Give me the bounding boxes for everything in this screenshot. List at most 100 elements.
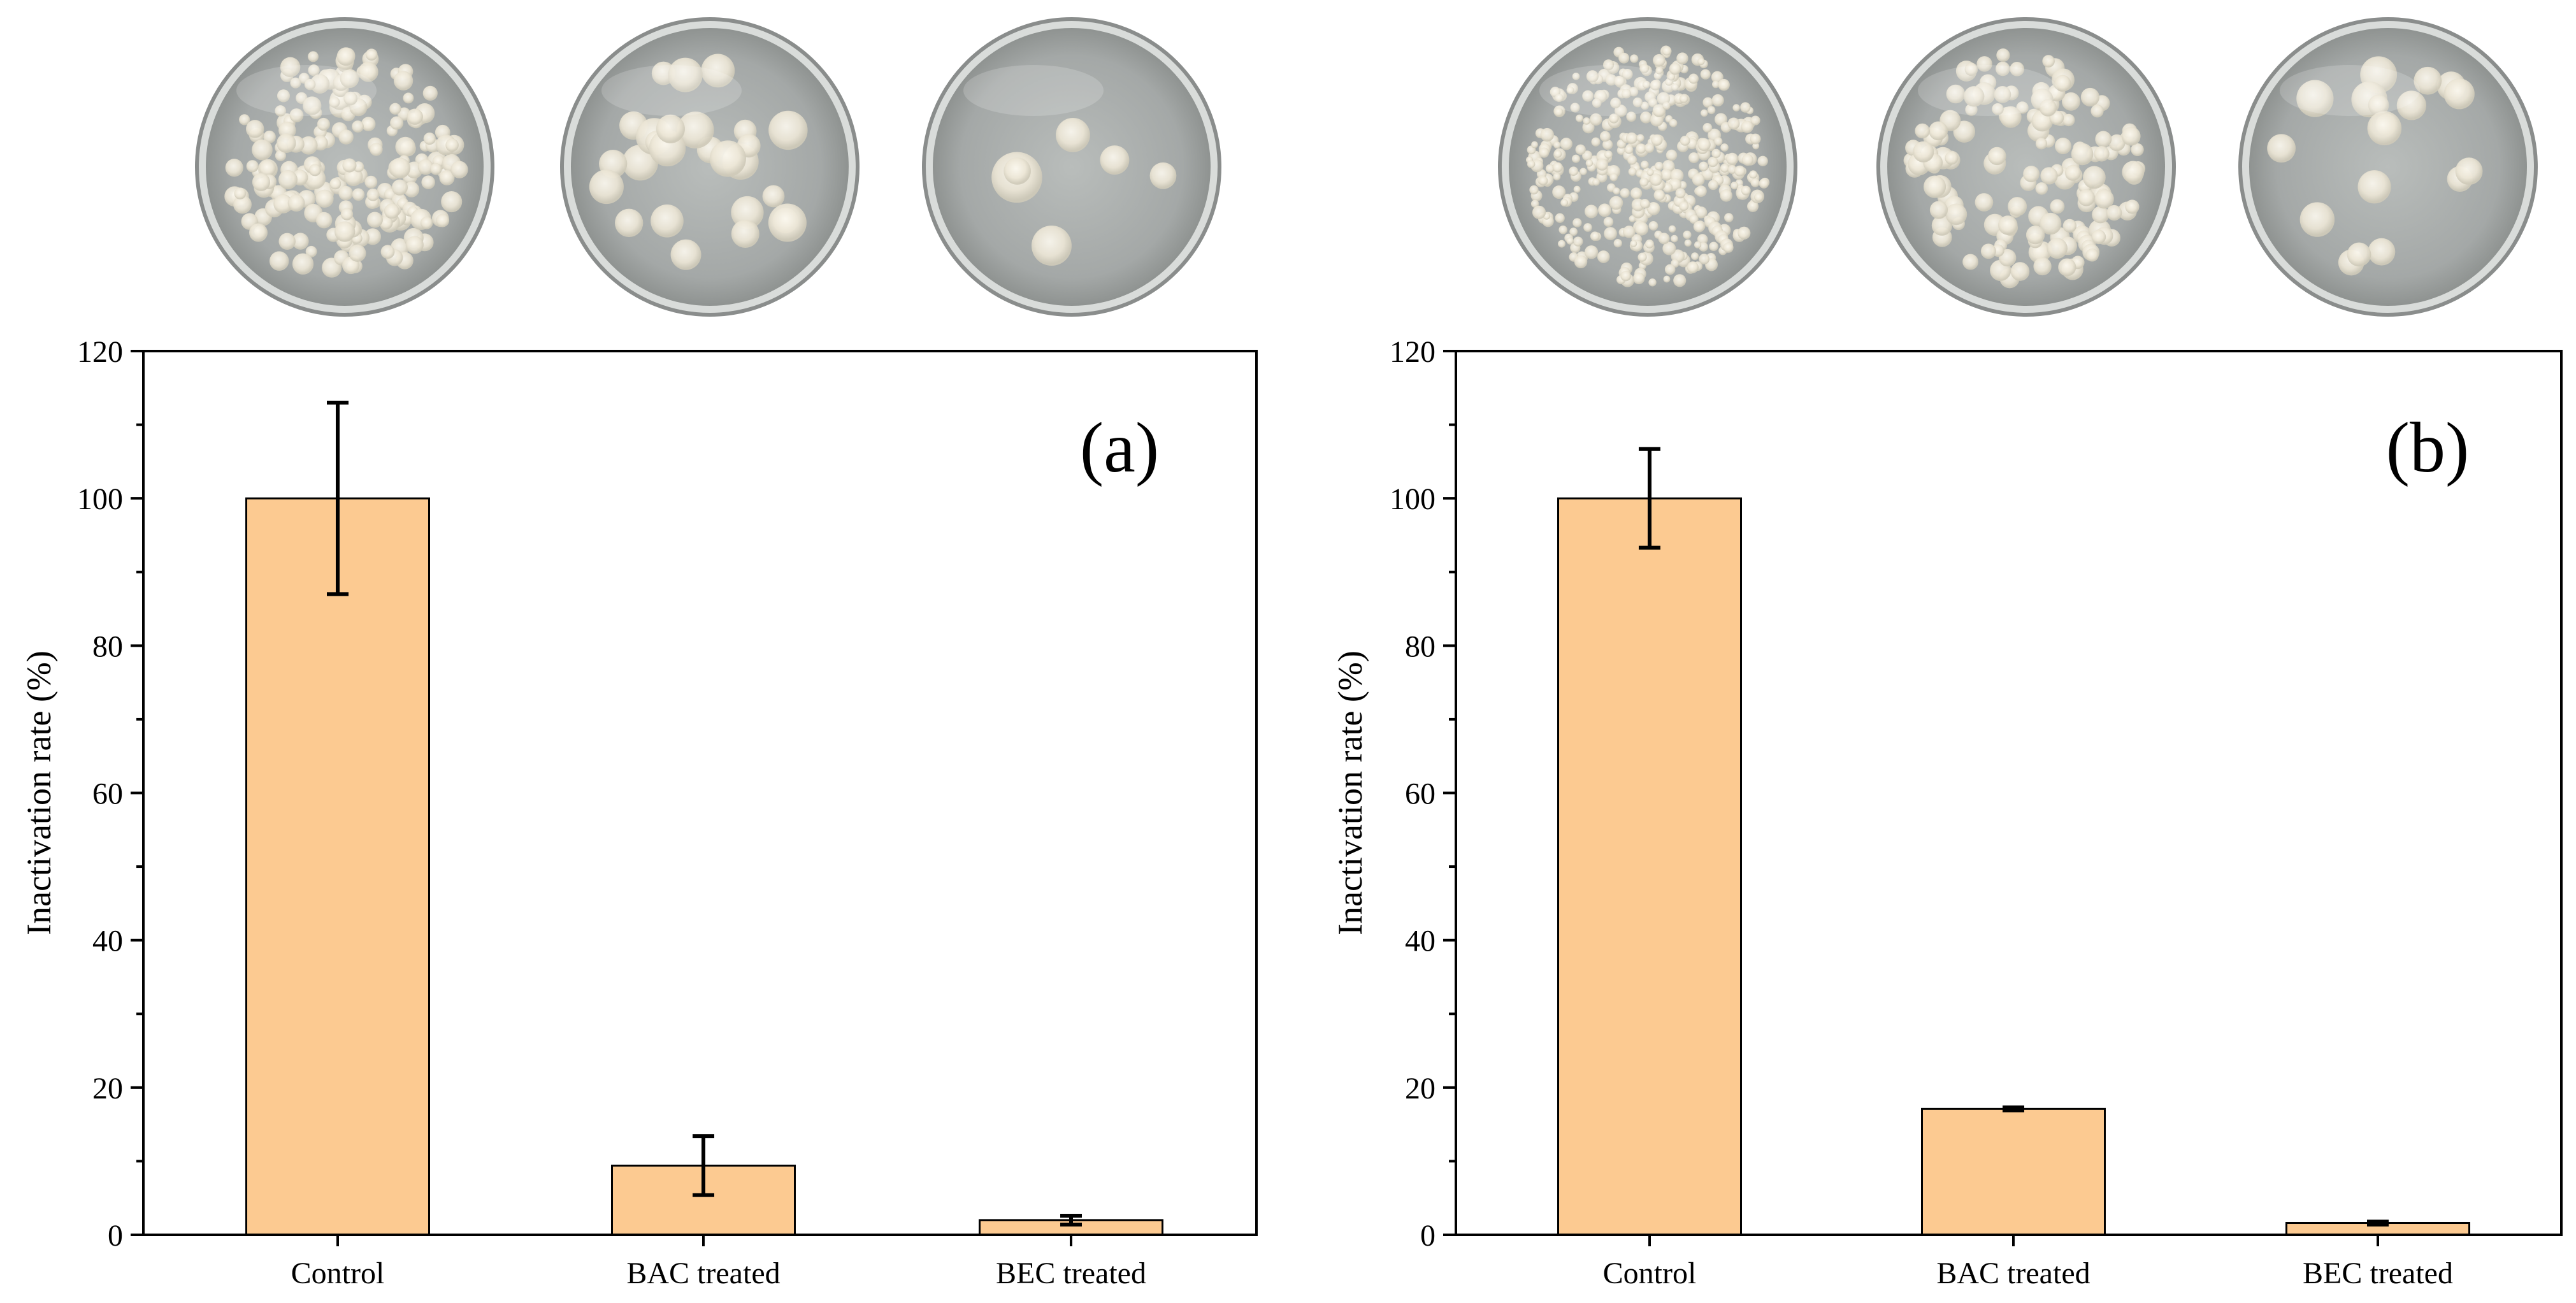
colony (1613, 239, 1622, 248)
colony (1527, 160, 1536, 168)
colony (1662, 101, 1671, 110)
colony (2010, 62, 2025, 76)
colony (365, 48, 378, 61)
colony (1530, 199, 1539, 208)
colony (2035, 182, 2048, 195)
colony (1592, 178, 1600, 186)
x-tick-label: BEC treated (2303, 1256, 2453, 1290)
colony (1571, 154, 1580, 163)
colony (1560, 138, 1572, 150)
error-bar (2367, 1220, 2389, 1227)
plate-agar (933, 28, 1211, 306)
panel-label-b: (b) (2386, 408, 2470, 487)
colony (1759, 178, 1769, 189)
error-bar (2003, 1105, 2024, 1112)
colony (278, 169, 298, 189)
colony (2023, 166, 2040, 183)
colony (2062, 113, 2075, 127)
colony (338, 129, 354, 145)
colony (1632, 272, 1645, 285)
colony (1552, 185, 1566, 199)
colony (1570, 103, 1580, 113)
y-tick-label: 40 (92, 925, 123, 958)
colony (1697, 57, 1705, 66)
colony (1945, 151, 1959, 165)
plate-glare (1539, 65, 1680, 116)
colony (2064, 164, 2082, 181)
colony (1734, 165, 1746, 177)
colony (277, 89, 291, 103)
colony (2080, 87, 2100, 107)
colony (1664, 264, 1676, 275)
colony (370, 143, 383, 156)
colony (2368, 238, 2396, 266)
colony (1609, 113, 1619, 124)
colony (1711, 148, 1721, 159)
colony (1669, 62, 1681, 75)
dense-colonies-plate (195, 17, 494, 317)
colony (1560, 199, 1569, 207)
colony (277, 133, 296, 153)
colony (299, 136, 318, 155)
colony (1720, 189, 1732, 202)
colony (1700, 69, 1711, 80)
plate-glare (2280, 65, 2420, 116)
colony (2091, 229, 2106, 245)
colony (336, 47, 356, 66)
colony (2082, 166, 2106, 189)
colony (1609, 196, 1623, 210)
colony (1575, 114, 1583, 122)
colony (2090, 104, 2104, 118)
colony (290, 77, 301, 89)
colony (1945, 203, 1968, 226)
colony (1720, 143, 1729, 152)
colony (701, 54, 735, 88)
colony (1574, 255, 1588, 269)
colony (1532, 205, 1546, 219)
colony (2071, 143, 2094, 166)
petri-plates-b (1498, 17, 2538, 317)
colony (1598, 203, 1612, 217)
colony (1589, 113, 1602, 126)
colony (259, 160, 276, 177)
colony (1929, 201, 1948, 219)
colony (1709, 241, 1718, 252)
error-bars-b (1639, 447, 2389, 1227)
colony (1636, 143, 1646, 154)
colony (1584, 245, 1599, 259)
colony (1531, 141, 1538, 148)
colony (2078, 189, 2096, 206)
colony (1691, 252, 1699, 261)
colony (1056, 118, 1090, 152)
y-tick-label: 100 (1390, 482, 1436, 516)
colony (1552, 162, 1563, 173)
panel-b: 0 20 40 60 80 100 120 Control BAC treated BEC tr… (1331, 17, 2563, 1290)
colony (651, 204, 684, 238)
x-tick-label: Control (1603, 1256, 1697, 1290)
colony (1999, 106, 2022, 128)
colony (352, 188, 365, 201)
colony (1675, 188, 1686, 199)
colony (289, 108, 304, 122)
colony (329, 178, 342, 190)
colony (2357, 170, 2391, 204)
colony (1695, 185, 1707, 197)
colony (1639, 112, 1652, 124)
colony (393, 71, 414, 90)
colony (245, 120, 264, 138)
colony (1667, 73, 1675, 81)
colony (1603, 217, 1614, 227)
colony (340, 69, 359, 89)
colony (1639, 63, 1650, 73)
colony (273, 194, 293, 213)
colony (1582, 150, 1593, 161)
colony (1723, 242, 1734, 253)
x-tick-label: BEC treated (996, 1256, 1146, 1290)
colony (389, 103, 401, 115)
colony (731, 196, 764, 229)
colony (391, 179, 408, 196)
colony (1575, 144, 1586, 155)
colony (364, 175, 378, 189)
colony (1718, 78, 1730, 91)
colony (1688, 152, 1699, 164)
